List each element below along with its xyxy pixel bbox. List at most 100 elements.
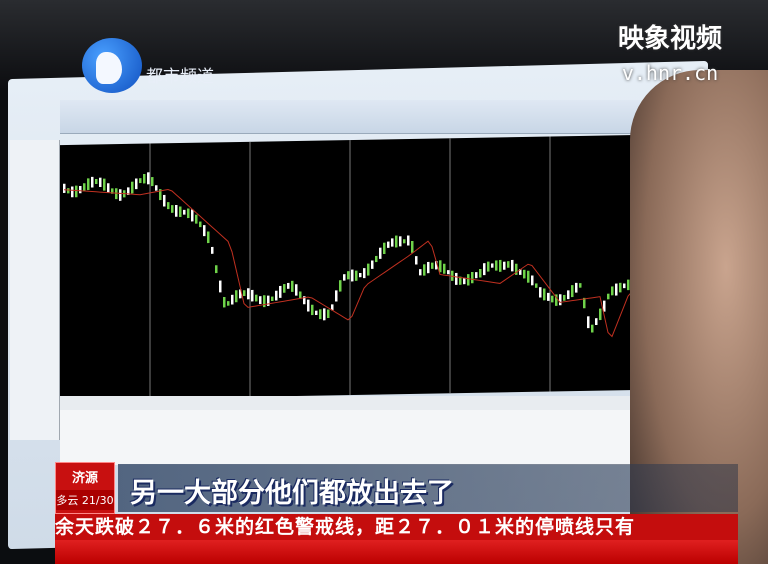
candle	[411, 240, 414, 253]
candle	[599, 308, 602, 321]
candle	[203, 225, 206, 237]
candle	[219, 280, 222, 293]
candle	[79, 185, 82, 194]
candle	[275, 290, 278, 301]
candle	[159, 189, 162, 201]
candle	[251, 289, 254, 302]
candle	[119, 189, 122, 201]
navigator-panel	[10, 140, 60, 440]
candle	[315, 310, 318, 316]
candle	[419, 269, 422, 276]
candle	[271, 296, 274, 302]
candle	[227, 301, 230, 306]
subtitle-text: 另一大部分他们都放出去了	[130, 478, 454, 509]
candle	[395, 235, 398, 248]
candle	[535, 283, 538, 288]
candle	[187, 208, 190, 219]
channel-name: 都市频道	[146, 67, 214, 87]
candle	[623, 283, 626, 289]
ticker-bottom-bar	[55, 540, 738, 564]
candle	[471, 272, 474, 284]
candle	[487, 261, 490, 272]
candle	[607, 293, 610, 300]
news-ticker: 余天跌破２７．６米的红色警戒线，距２７．０１米的停喷线只有	[55, 514, 738, 540]
candle	[67, 188, 70, 194]
candle	[151, 177, 154, 187]
candle	[447, 270, 450, 275]
candle	[595, 318, 598, 325]
candle	[627, 279, 630, 291]
candle	[331, 304, 334, 311]
candle	[195, 214, 198, 224]
candle	[559, 294, 562, 306]
candle	[235, 290, 238, 303]
candle	[475, 272, 478, 279]
candle	[583, 297, 586, 309]
candle	[423, 264, 426, 276]
moving-average-line	[63, 189, 637, 338]
candle	[131, 181, 134, 194]
ticker-text: 余天跌破２７．６米的红色警戒线，距２７．０１米的停喷线只有	[55, 516, 636, 538]
candle	[579, 283, 582, 288]
candle	[431, 262, 434, 269]
candle	[351, 269, 354, 282]
candle	[163, 194, 166, 207]
candle	[183, 209, 186, 215]
terminal-panel	[60, 410, 660, 465]
candle	[539, 287, 542, 298]
candle	[75, 185, 78, 198]
candle	[87, 178, 90, 191]
candle	[527, 270, 530, 283]
candle	[343, 274, 346, 281]
candle	[179, 206, 182, 217]
candle	[167, 202, 170, 210]
candle	[347, 271, 350, 280]
candle	[91, 176, 94, 188]
location-badge: 济源 多云 21/30	[55, 462, 115, 514]
app-toolbar	[60, 100, 640, 134]
candle	[71, 186, 74, 198]
watermark-url: v.hnr.cn	[621, 61, 719, 85]
candle	[359, 272, 362, 278]
candle	[107, 183, 110, 193]
candle	[379, 247, 382, 259]
candle	[371, 260, 374, 269]
candle	[427, 261, 430, 274]
candle	[587, 316, 590, 329]
candle	[455, 272, 458, 285]
candle	[443, 263, 446, 274]
watermark: 映象视频 v.hnr.cn	[588, 18, 752, 94]
candle	[547, 292, 550, 301]
candle	[327, 309, 330, 319]
candle	[491, 263, 494, 268]
candle	[507, 261, 510, 268]
candle	[323, 308, 326, 321]
candle	[311, 304, 314, 316]
candle	[391, 238, 394, 247]
candle	[63, 183, 66, 193]
candle	[615, 283, 618, 296]
candle	[523, 269, 526, 279]
price-chart	[60, 134, 645, 401]
logo-emblem	[82, 38, 142, 93]
candle	[543, 288, 546, 301]
candle	[383, 242, 386, 255]
candle	[479, 268, 482, 278]
candle	[135, 178, 138, 190]
candle	[415, 256, 418, 265]
candle	[339, 280, 342, 292]
candle	[259, 296, 262, 305]
candle	[287, 282, 290, 289]
candle	[551, 295, 554, 303]
candle	[115, 188, 118, 200]
candle	[211, 246, 214, 254]
candle	[279, 285, 282, 298]
candle	[567, 290, 570, 300]
candle	[387, 241, 390, 248]
candle	[407, 235, 410, 246]
candle	[147, 172, 150, 185]
candle	[563, 294, 566, 301]
candle	[467, 274, 470, 286]
candle	[355, 270, 358, 281]
candle	[367, 263, 370, 276]
